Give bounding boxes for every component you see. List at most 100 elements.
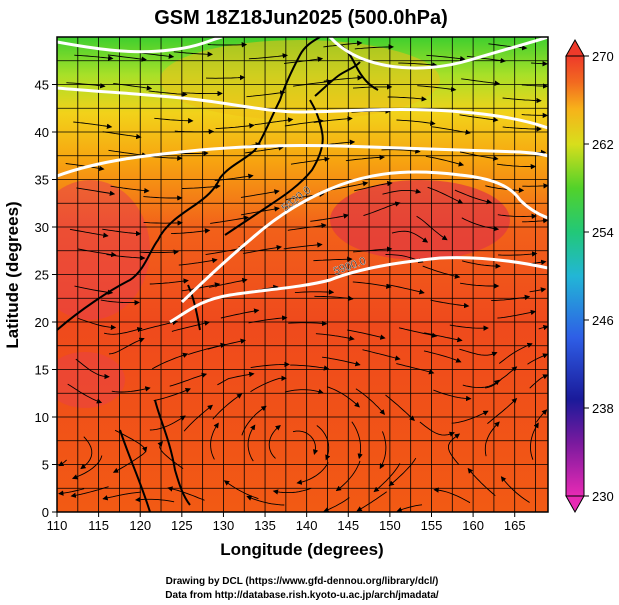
streamline [387, 96, 427, 102]
streamline [178, 257, 218, 266]
streamline [100, 299, 140, 306]
streamline [454, 189, 493, 205]
philippines-coast [154, 399, 191, 506]
streamline [154, 117, 194, 124]
streamline [323, 75, 363, 82]
streamline [58, 488, 85, 496]
streamline [114, 429, 148, 453]
streamline [521, 83, 548, 89]
streamline [293, 79, 333, 87]
streamline [210, 422, 219, 460]
streamline [248, 315, 288, 324]
streamline [157, 441, 184, 469]
x-tick-label: 115 [88, 518, 109, 533]
streamline [491, 294, 531, 302]
streamline [396, 119, 436, 126]
streamline [313, 115, 353, 123]
streamline [215, 123, 255, 130]
colorbar-min-arrow [565, 495, 585, 514]
streamline [296, 462, 329, 485]
y-tick-label: 45 [35, 78, 49, 93]
x-axis-label: Longitude (degrees) [220, 540, 383, 559]
streamline [417, 85, 457, 92]
streamline [76, 187, 116, 196]
streamline [355, 388, 385, 415]
x-tick-label: 120 [129, 518, 151, 533]
warm-core-west [57, 180, 150, 320]
streamline [530, 422, 539, 460]
streamline [427, 186, 464, 204]
streamline [284, 388, 324, 395]
x-tick-label: 135 [254, 518, 276, 533]
y-tick-label: 20 [35, 315, 49, 330]
streamline [398, 327, 438, 338]
streamline [522, 183, 548, 189]
streamline [363, 201, 401, 217]
streamline [433, 487, 471, 504]
streamlines [58, 40, 548, 512]
streamline [246, 495, 285, 506]
streamline [345, 154, 385, 162]
streamline [497, 309, 537, 319]
y-axis-ticks: 0 5 10 15 20 25 30 35 40 45 [35, 78, 57, 520]
streamline [284, 56, 324, 64]
streamline [66, 82, 106, 89]
streamline [241, 405, 267, 436]
streamline [425, 155, 465, 167]
streamline [73, 121, 113, 130]
streamline [102, 228, 142, 237]
streamline [379, 431, 387, 470]
colorbar-ticks: 270 262 254 246 238 230 [584, 49, 614, 504]
streamline [220, 308, 260, 319]
plot-area: 5820.0 5900.0 [57, 37, 548, 512]
streamline [502, 126, 542, 132]
x-tick-label: 125 [171, 518, 193, 533]
streamline [268, 425, 281, 459]
chart-title: GSM 18Z18Jun2025 (500.0hPa) [154, 7, 447, 29]
streamline [315, 333, 355, 341]
streamline [362, 349, 401, 361]
streamline [153, 388, 191, 402]
streamline [461, 78, 501, 86]
warm-core-east [330, 180, 510, 260]
streamline [169, 372, 208, 387]
streamline [247, 424, 256, 462]
x-tick-label: 150 [379, 518, 401, 533]
streamline [102, 491, 142, 501]
streamline [388, 457, 417, 487]
streamline [316, 425, 331, 461]
streamline [323, 497, 350, 512]
colorbar-gradient [565, 55, 585, 497]
streamline [496, 163, 537, 170]
streamline [536, 409, 548, 423]
streamline [113, 82, 153, 91]
colorbar-tick-label: 254 [592, 225, 614, 240]
streamline [143, 195, 183, 201]
y-tick-label: 35 [35, 173, 49, 188]
streamline [488, 43, 528, 51]
streamline [209, 277, 248, 288]
credit-drawing: Drawing by DCL (https://www.gfd-dennou.o… [166, 576, 439, 587]
borneo-coast [119, 429, 151, 512]
streamline [396, 504, 423, 512]
streamline [322, 356, 361, 367]
streamline [497, 213, 537, 219]
streamline [67, 383, 103, 404]
streamline [290, 156, 330, 165]
streamline [352, 281, 392, 289]
y-tick-label: 25 [35, 268, 49, 283]
streamline [373, 463, 401, 493]
streamline [487, 397, 518, 424]
streamline [167, 486, 205, 501]
colorbar-tick-label: 270 [592, 49, 614, 64]
streamline [485, 185, 525, 193]
streamline [149, 415, 186, 431]
streamline [212, 393, 243, 420]
streamline [538, 324, 548, 331]
streamline [498, 342, 533, 364]
streamline [529, 287, 547, 293]
streamline [433, 389, 472, 402]
contour-5820 [180, 170, 548, 304]
streamline [174, 128, 215, 135]
